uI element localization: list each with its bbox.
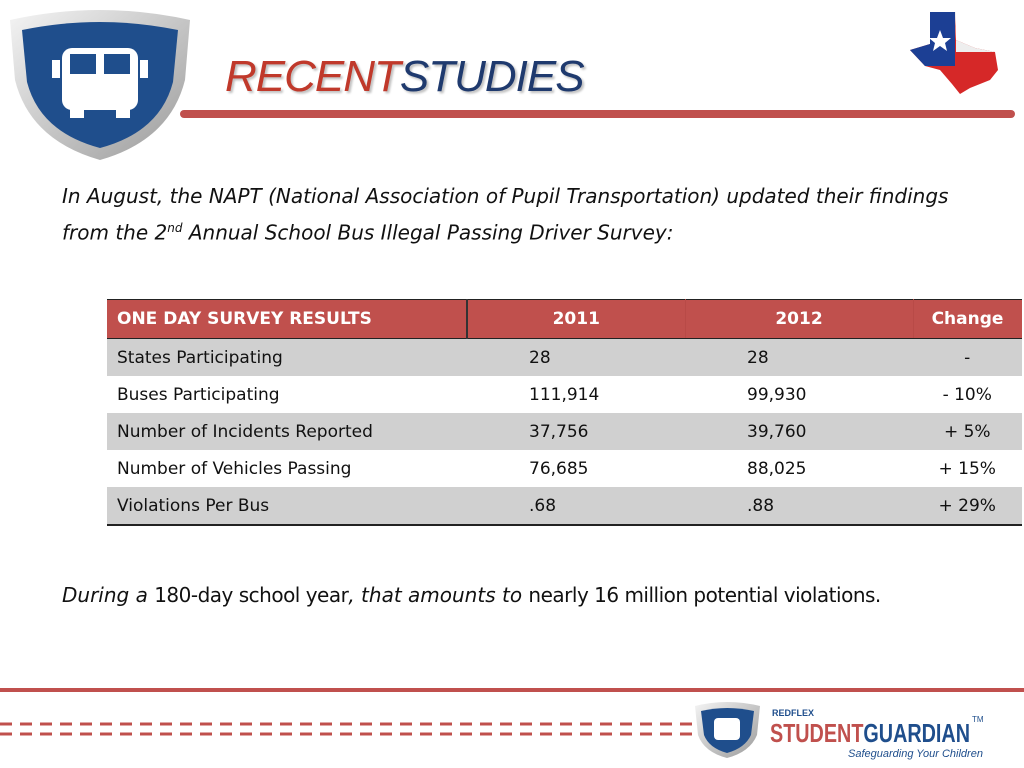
table-cell: - 10% — [942, 384, 992, 405]
brand: STUDENTGUARDIAN — [770, 718, 970, 748]
table-cell: 37,756 — [467, 413, 685, 450]
survey-table: ONE DAY SURVEY RESULTS 2011 2012 Change Sta… — [107, 299, 1022, 526]
table-cell: 28 — [685, 338, 913, 376]
shield-logo — [10, 10, 190, 160]
table-row: Number of Vehicles Passing 76,685 88,025 + … — [107, 450, 1022, 487]
footer-line — [0, 688, 1024, 692]
brand-small: REDFLEX — [772, 708, 814, 718]
conclusion-text: , that amounts to — [348, 583, 529, 607]
conclusion-text: During a — [62, 583, 155, 607]
table-cell: Number of Incidents Reported — [107, 413, 467, 450]
table-cell: .88 — [685, 487, 913, 526]
header-row: ONE DAY SURVEY RESULTS 2011 2012 Change — [107, 299, 1022, 339]
table-header: ONE DAY SURVEY RESULTS 2011 2012 Change — [107, 299, 1022, 339]
table-cell: Number of Vehicles Passing — [117, 458, 352, 479]
table-cell: + 5% — [913, 413, 1022, 450]
title-underline — [180, 110, 1015, 118]
table-row: Violations Per Bus .68.88 + 29% — [107, 487, 1022, 526]
table-row: Buses Participating 111,914 99,930 - 10% — [107, 376, 1022, 413]
table-cell: .68 — [467, 487, 685, 526]
header-cell: 2012 — [685, 299, 914, 339]
brand-part: GUARDIAN — [863, 718, 970, 748]
header-cell: ONE DAY SURVEY RESULTS — [107, 299, 468, 339]
table-cell: - — [913, 338, 1022, 376]
title-part: STUDIES — [399, 52, 585, 101]
conclusion-emphasis: 180-day school year — [154, 583, 349, 607]
table-cell: 88,025 — [747, 458, 807, 479]
table-row: States Participating 28 28- — [107, 338, 1022, 376]
title-part: RECENT — [225, 52, 401, 101]
table-cell: 28 — [467, 338, 685, 376]
title: RECENTSTUDIES — [225, 52, 585, 102]
conclusion-emphasis: nearly 16 million potential violations. — [528, 583, 881, 607]
intro-sup: nd — [167, 221, 183, 235]
table-cell: 99,930 — [747, 384, 807, 405]
table-cell: 76,685 — [529, 458, 589, 479]
header-cell: Change — [913, 299, 1022, 339]
conclusion: During a 180-day school year, that amoun… — [62, 578, 922, 612]
intro-text: Annual School Bus Illegal Passing Driver… — [182, 220, 674, 245]
tagline: Safeguarding Your Children — [848, 748, 983, 760]
table-cell: + 29% — [913, 487, 1022, 526]
header-cell: 2011 — [467, 299, 686, 339]
table-cell: 39,760 — [685, 413, 913, 450]
table-cell: + 15% — [938, 458, 996, 479]
table-row: Number of Incidents Reported 37,756 39,760… — [107, 413, 1022, 450]
table-cell: 111,914 — [529, 384, 600, 405]
footer-logo — [695, 702, 760, 758]
texas-flag — [910, 12, 998, 94]
trademark: TM — [972, 715, 984, 724]
table-cell: Violations Per Bus — [107, 487, 467, 526]
intro: In August, the NAPT (National Associatio… — [62, 180, 962, 249]
brand-part: STUDENT — [770, 718, 863, 748]
intro-text: In August, the NAPT (National Associatio… — [62, 184, 949, 245]
table-cell: Buses Participating — [117, 384, 280, 405]
table-cell: States Participating — [107, 338, 467, 376]
table-body: States Participating 28 28- Buses Participa… — [107, 338, 1022, 526]
